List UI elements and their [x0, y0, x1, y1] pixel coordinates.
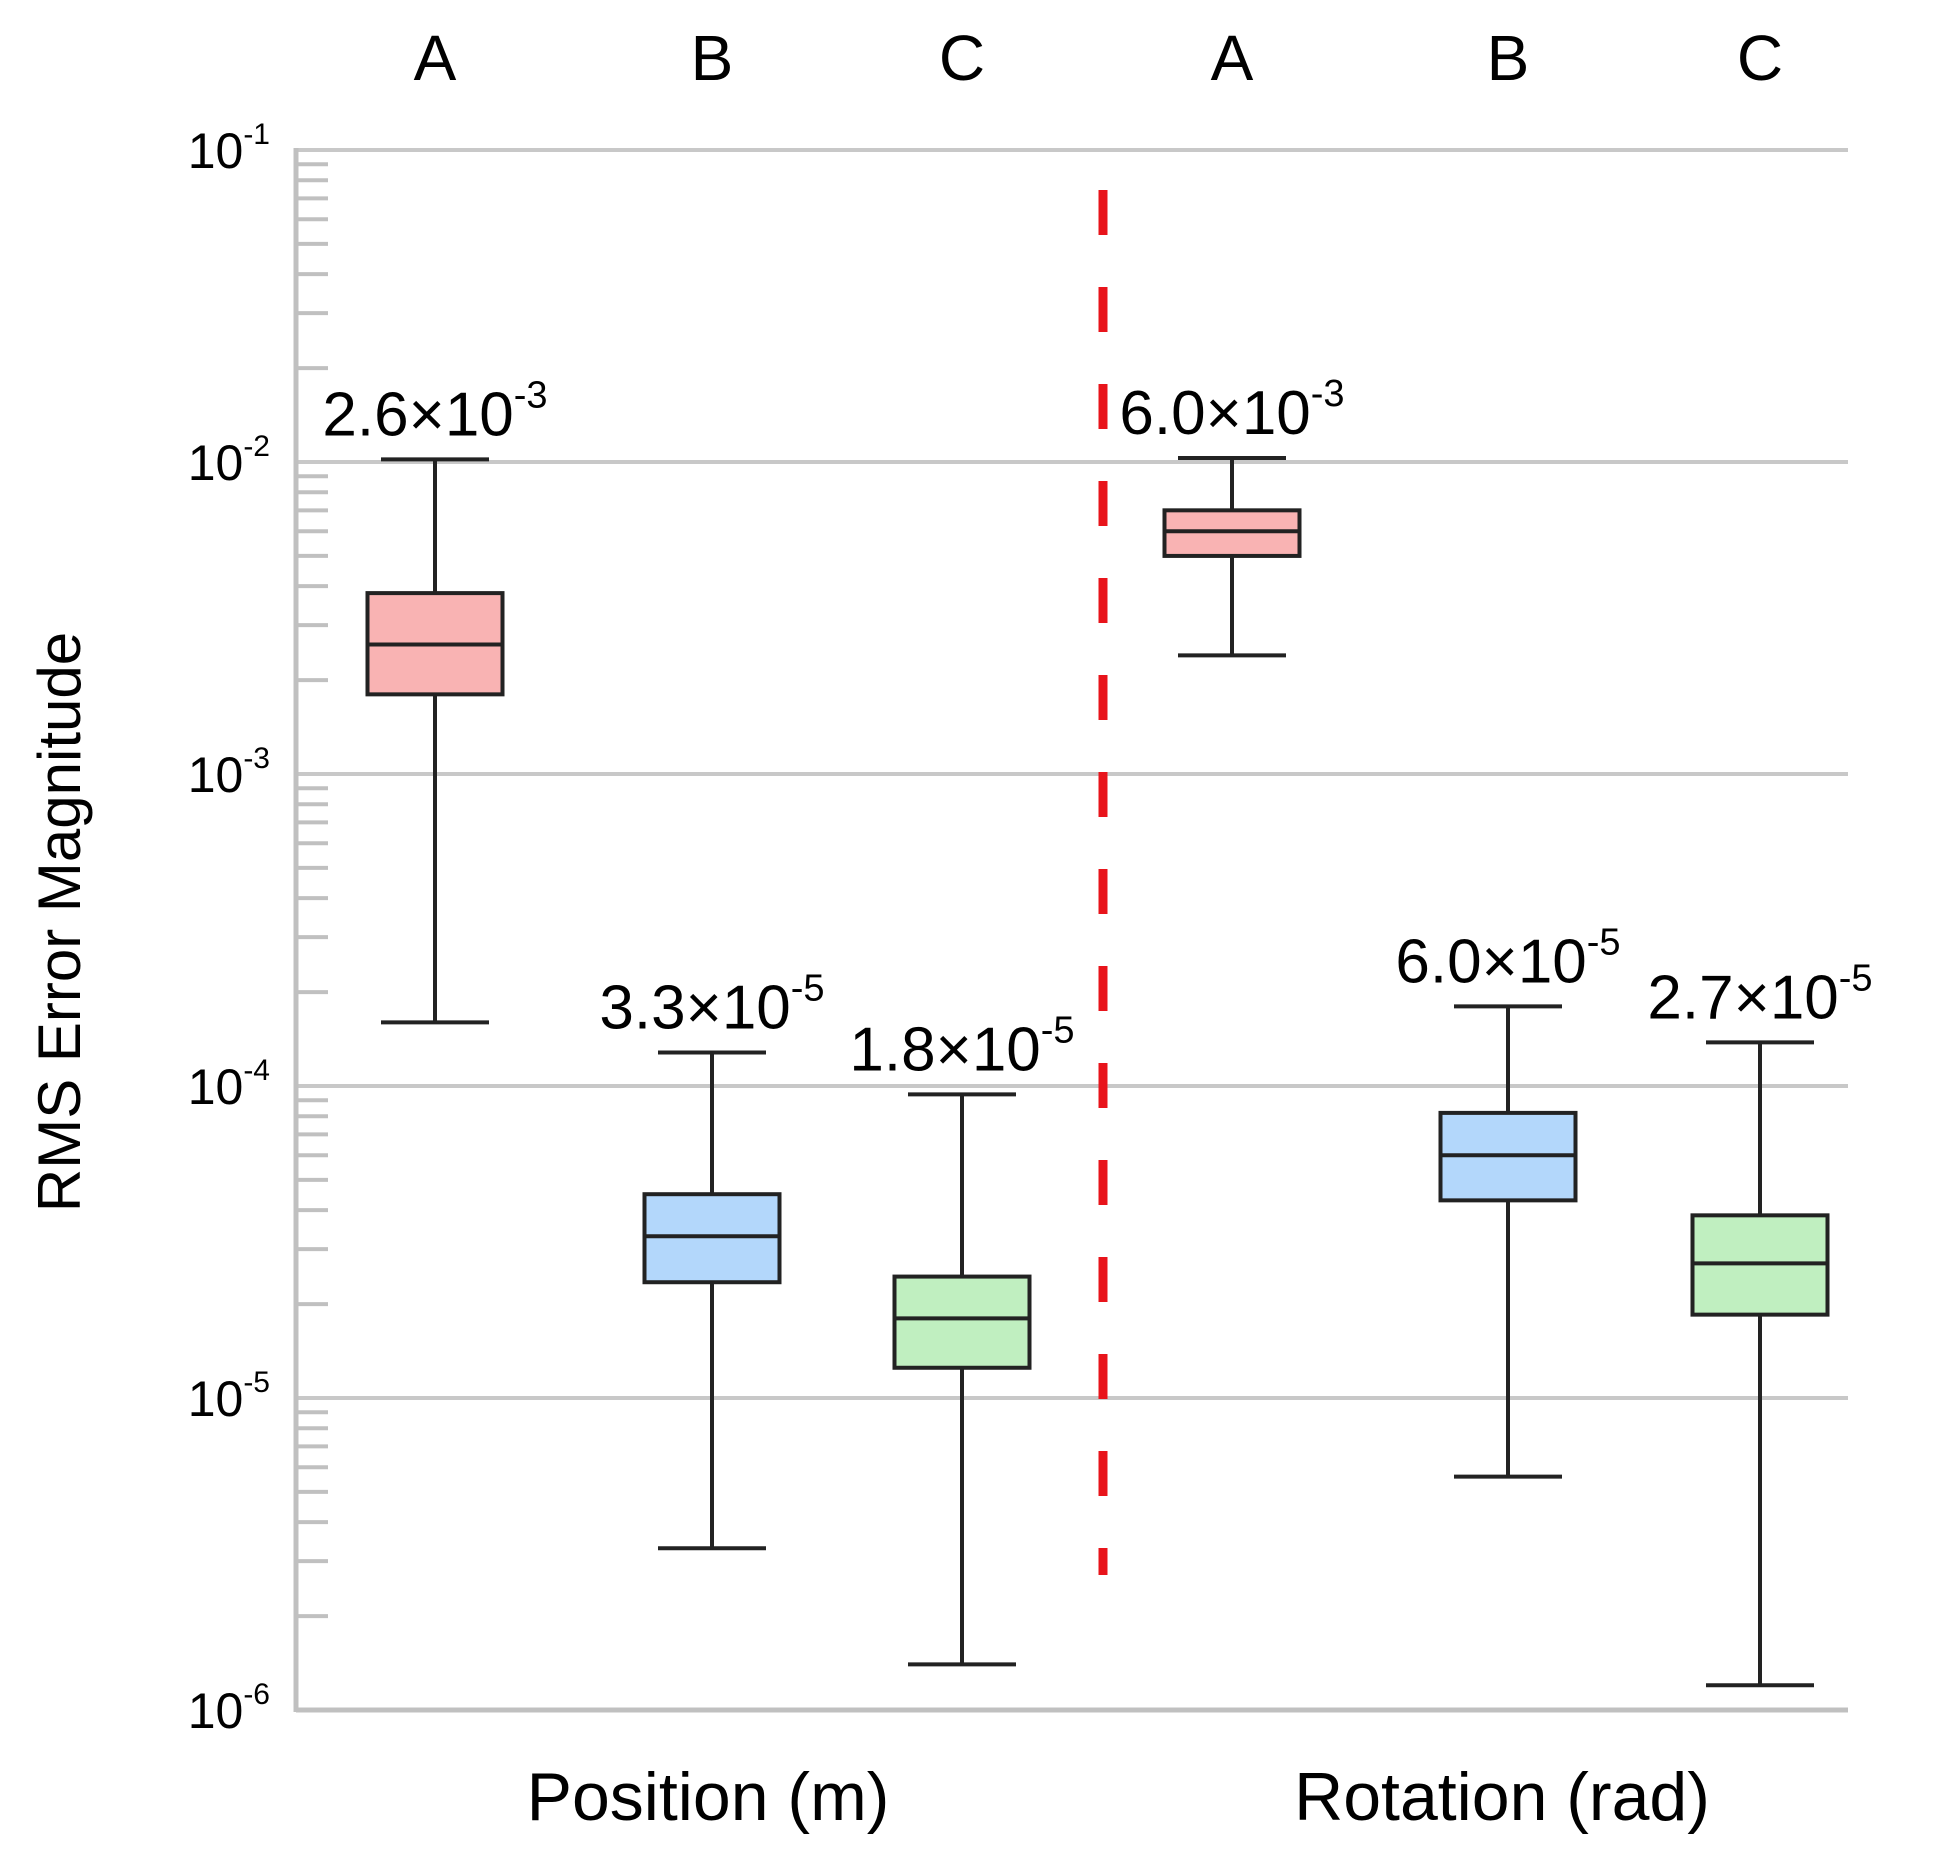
y-tick-label: 10-2 [188, 430, 270, 491]
y-tick-label: 10-6 [188, 1678, 270, 1739]
median-annotation: 2.7×10-5 [1647, 957, 1872, 1032]
box-position-b: B 3.3×10-5 [599, 22, 825, 1551]
category-label: A [414, 22, 457, 94]
median-annotation: 1.8×10-5 [849, 1009, 1074, 1084]
box-rotation-a: A 6.0×10-3 [1119, 22, 1345, 658]
median-annotation: 6.0×10-5 [1395, 921, 1620, 996]
y-tick-label: 10-5 [188, 1366, 270, 1427]
box-position-c: C 1.8×10-5 [849, 22, 1075, 1667]
category-label: B [1487, 22, 1530, 94]
median-annotation: 2.6×10-3 [322, 374, 547, 449]
group-label: Position (m) [527, 1759, 890, 1835]
category-label: C [939, 22, 985, 94]
y-tick-label: 10-3 [188, 742, 270, 803]
y-tick-label: 10-4 [188, 1054, 270, 1115]
median-annotation: 6.0×10-3 [1119, 373, 1344, 448]
iqr-box [892, 1274, 1032, 1370]
box-rotation-b: B 6.0×10-5 [1395, 22, 1621, 1479]
box-position-a: A 2.6×10-3 [322, 22, 548, 1025]
median-annotation: 3.3×10-5 [599, 968, 824, 1043]
category-label: C [1737, 22, 1783, 94]
box-rotation-c: C 2.7×10-5 [1647, 22, 1873, 1688]
category-label: B [691, 22, 734, 94]
category-label: A [1211, 22, 1254, 94]
y-axis-title: RMS Error Magnitude [26, 632, 93, 1212]
group-label: Rotation (rad) [1294, 1759, 1710, 1835]
y-tick-label: 10-1 [188, 118, 270, 179]
